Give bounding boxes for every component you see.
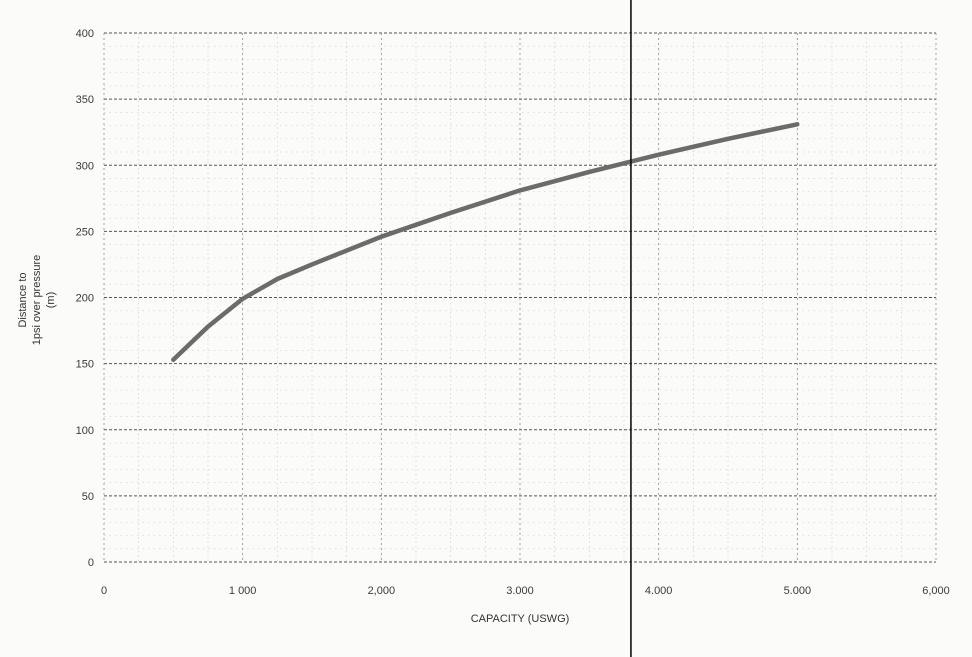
- y-tick-label: 50: [82, 491, 94, 503]
- x-tick-label: 3.000: [506, 585, 534, 597]
- y-tick-label: 0: [88, 557, 94, 569]
- x-tick-label: 2,000: [368, 585, 396, 597]
- y-tick-label: 150: [76, 359, 94, 371]
- y-tick-label: 250: [76, 226, 94, 238]
- x-tick-label: 4.000: [645, 585, 673, 597]
- y-axis-title: Distance to 1psi over pressure (m): [17, 255, 57, 346]
- x-tick-label: 6,000: [922, 585, 950, 597]
- y-tick-label: 100: [76, 425, 94, 437]
- y-tick-label: 400: [76, 28, 94, 40]
- y-axis-title-line3: (m): [45, 292, 57, 309]
- x-tick-label: 0: [101, 585, 107, 597]
- series-group: [171, 122, 800, 362]
- x-tick-label: 5.000: [784, 585, 812, 597]
- y-tick-label: 200: [76, 293, 94, 305]
- y-tick-label: 350: [76, 94, 94, 106]
- series-line: [171, 122, 800, 362]
- y-tick-label: 300: [76, 160, 94, 172]
- y-axis-title-line2: 1psi over pressure: [31, 255, 43, 346]
- tick-labels: 0 50 100 150 200 250 300 350 400 0 1 000 2,000 3.000…: [76, 28, 950, 597]
- x-axis-title: CAPACITY (USWG): [471, 613, 570, 625]
- x-tick-label: 1 000: [229, 585, 257, 597]
- y-axis-title-line1: Distance to: [17, 272, 29, 327]
- gridlines: [103, 32, 937, 563]
